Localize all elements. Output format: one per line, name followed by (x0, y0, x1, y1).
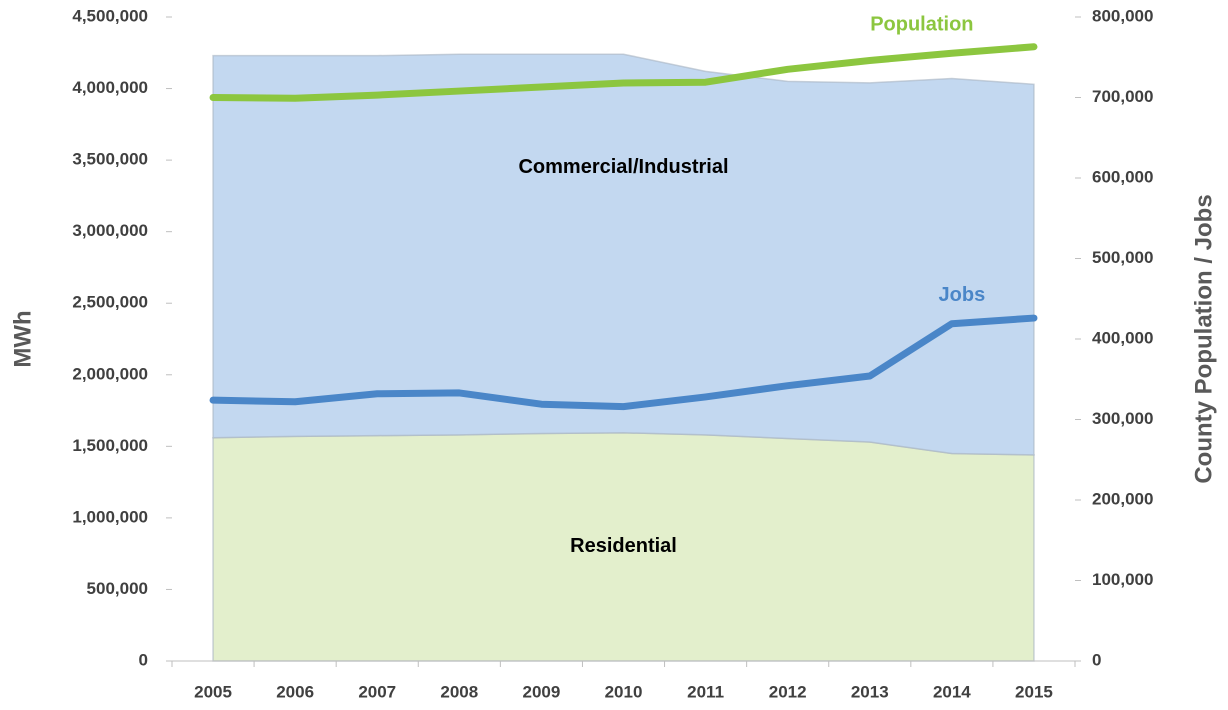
x-tick-label: 2006 (276, 682, 314, 701)
line (209, 314, 1038, 411)
series-label: Jobs (939, 284, 986, 306)
y-tick-label: 2,000,000 (72, 364, 148, 383)
y2-tick-label: 400,000 (1092, 328, 1153, 347)
x-tick-label: 2008 (440, 682, 478, 701)
area (212, 53, 1035, 456)
x-tick-label: 2012 (769, 682, 807, 701)
series-label: Commercial/Industrial (518, 156, 728, 178)
y-tick-label: 4,000,000 (72, 78, 148, 97)
y-tick-label: 500,000 (87, 579, 148, 598)
y-tick-label: 1,500,000 (72, 436, 148, 455)
y-tick-label: 1,000,000 (72, 507, 148, 526)
y-tick-label: 4,500,000 (72, 6, 148, 25)
y2-tick-label: 300,000 (1092, 409, 1153, 428)
y2-tick-label: 700,000 (1092, 87, 1153, 106)
series-label: Residential (570, 535, 677, 557)
y-tick-label: 2,500,000 (72, 293, 148, 312)
y2-axis-title: County Population / Jobs (1190, 194, 1217, 483)
x-tick-label: 2013 (851, 682, 889, 701)
y-tick-label: 3,500,000 (72, 150, 148, 169)
y2-tick-label: 0 (1092, 650, 1101, 669)
y-axis-title: MWh (9, 310, 36, 367)
x-tick-label: 2009 (522, 682, 560, 701)
y2-tick-label: 200,000 (1092, 489, 1153, 508)
series-label: Population (870, 14, 973, 36)
y2-tick-label: 600,000 (1092, 167, 1153, 186)
x-tick-label: 2014 (933, 682, 971, 701)
x-tick-label: 2011 (687, 682, 724, 701)
x-tick-label: 2010 (605, 682, 643, 701)
y-tick-label: 0 (139, 650, 148, 669)
y2-tick-label: 500,000 (1092, 248, 1153, 267)
y2-tick-label: 100,000 (1092, 570, 1153, 589)
x-tick-label: 2007 (358, 682, 396, 701)
line (209, 43, 1038, 102)
x-tick-label: 2005 (194, 682, 232, 701)
y-tick-label: 3,000,000 (72, 221, 148, 240)
y2-tick-label: 800,000 (1092, 6, 1153, 25)
x-tick-label: 2015 (1015, 682, 1053, 701)
